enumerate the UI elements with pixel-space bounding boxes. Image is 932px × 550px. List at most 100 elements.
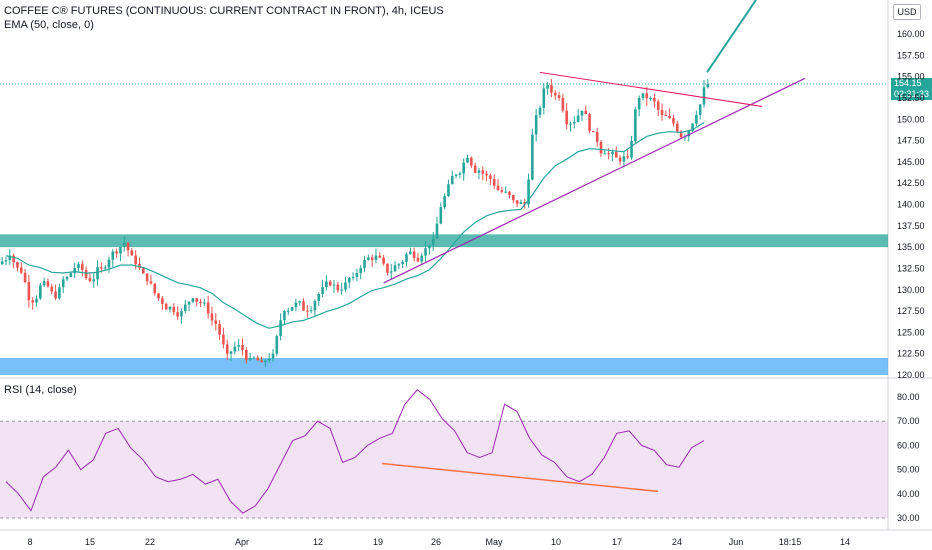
candle-body (706, 83, 710, 88)
candle-body (100, 267, 103, 269)
candle-body (27, 282, 31, 301)
candle-body (279, 320, 282, 337)
candle-body (84, 269, 88, 278)
candle-body (622, 156, 626, 162)
candle-body (218, 323, 221, 335)
candle-body (256, 357, 260, 361)
time-tick-label: May (485, 537, 503, 547)
candle-body (511, 195, 515, 201)
candle-body (283, 311, 286, 321)
candle-body (428, 245, 431, 249)
candle-body (397, 264, 401, 266)
candle-body (576, 115, 580, 122)
candle-body (542, 88, 546, 108)
candle-body (199, 301, 202, 303)
candle-body (607, 153, 610, 155)
candle-body (557, 95, 561, 98)
candle-body (0, 261, 4, 265)
candle-body (645, 93, 649, 99)
candle-body (588, 114, 591, 131)
currency-badge[interactable]: USD (893, 4, 921, 20)
candle-body (69, 273, 73, 277)
candle-body (687, 130, 691, 137)
candle-body (569, 123, 572, 125)
candle-body (260, 360, 263, 363)
rsi-tick-label: 80.00 (897, 392, 920, 402)
candle-body (424, 248, 427, 256)
candle-body (519, 201, 523, 204)
rsi-tick-label: 60.00 (897, 440, 920, 450)
rsi-tick-label: 40.00 (897, 489, 920, 499)
candle-body (439, 207, 443, 224)
candle-body (347, 277, 351, 283)
candle-body (134, 255, 137, 265)
time-tick-label: 17 (612, 537, 622, 547)
time-tick-label: 12 (313, 537, 323, 547)
candle-body (344, 282, 347, 290)
candle-body (328, 281, 332, 286)
candle-body (531, 134, 534, 180)
candle-body (325, 281, 328, 288)
candle-body (649, 97, 652, 99)
candle-body (183, 304, 187, 312)
countdown-value: 02:31:33 (894, 89, 930, 99)
candle-body (592, 130, 595, 133)
candle-body (286, 310, 290, 312)
candle-body (679, 131, 683, 138)
candle-body (351, 276, 355, 278)
candle-body (294, 302, 298, 308)
candle-body (401, 261, 404, 265)
candle-body (50, 286, 54, 292)
candle-body (31, 300, 34, 303)
time-tick-label: Jun (729, 537, 744, 547)
candle-body (168, 306, 172, 310)
time-tick-label: 26 (431, 537, 441, 547)
rsi-tick-label: 30.00 (897, 513, 920, 523)
candle-body (252, 357, 256, 359)
candle-body (603, 153, 607, 155)
candle-body (355, 272, 359, 277)
price-tick-label: 157.50 (897, 50, 925, 60)
price-tick-label: 132.50 (897, 263, 925, 273)
price-tick-label: 135.00 (897, 242, 925, 252)
candle-body (584, 110, 588, 115)
candle-body (386, 263, 389, 273)
candle-body (180, 311, 183, 317)
candle-body (695, 114, 698, 124)
candle-body (447, 184, 450, 196)
time-tick-label: 19 (373, 537, 383, 547)
candle-body (187, 301, 191, 305)
candle-body (538, 107, 542, 115)
candle-body (61, 279, 65, 288)
price-tick-label: 145.00 (897, 157, 925, 167)
projection-arrow (706, 0, 757, 73)
candle-body (302, 301, 305, 311)
candle-body (481, 170, 485, 174)
price-tick-label: 127.50 (897, 306, 925, 316)
price-tick-label: 120.00 (897, 370, 925, 380)
candle-body (122, 242, 126, 248)
candle-body (409, 251, 412, 255)
candle-body (470, 157, 473, 166)
ema-line (5, 122, 705, 329)
time-tick-label: 22 (145, 537, 155, 547)
candle-body (374, 255, 378, 260)
time-tick-label: 15 (85, 537, 95, 547)
candle-body (313, 300, 317, 311)
candle-body (191, 298, 195, 302)
candle-body (16, 262, 19, 268)
price-tick-label: 152.50 (897, 93, 925, 103)
candle-body (241, 345, 244, 350)
candle-body (466, 157, 469, 163)
candle-body (142, 268, 145, 274)
candle-body (115, 251, 118, 254)
time-tick-label: 8 (27, 537, 32, 547)
candle-body (309, 310, 313, 312)
candle-body (290, 307, 294, 311)
candle-body (553, 92, 557, 96)
time-tick-label: 14 (840, 537, 850, 547)
resistance-zone (0, 234, 888, 248)
price-tick-label: 122.50 (897, 349, 925, 359)
rsi-legend: RSI (14, close) (4, 383, 77, 397)
